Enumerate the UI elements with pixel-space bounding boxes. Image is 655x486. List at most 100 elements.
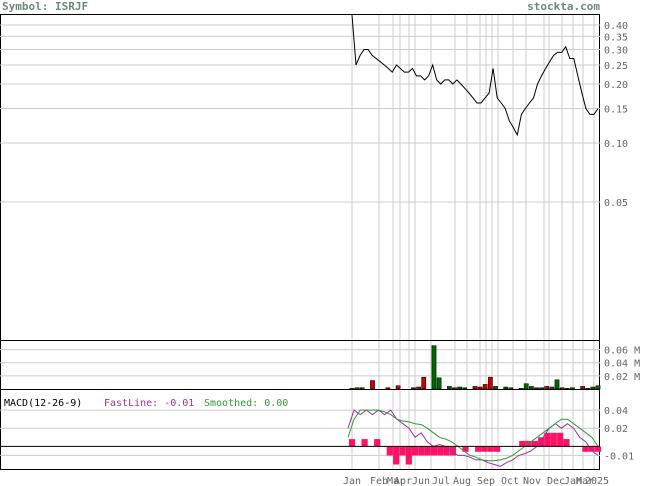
volume-bar (508, 387, 514, 390)
x-tick-label: Dec (547, 476, 565, 486)
macd-smoothed-label: Smoothed: 0.00 (204, 398, 288, 409)
volume-tick-label: 0.04 M (604, 359, 640, 370)
volume-tick-label: 0.02 M (604, 372, 640, 383)
volume-bar (554, 379, 560, 390)
macd-hist-bar (430, 446, 438, 456)
macd-hist-bar (437, 446, 444, 456)
macd-hist-bar (443, 446, 450, 456)
volume-bar (482, 384, 488, 390)
volume-bar (457, 386, 462, 390)
macd-hist-bar (412, 446, 419, 456)
volume-bar (580, 386, 585, 390)
volume-bar (549, 386, 555, 390)
price-panel: 0.400.35 0.30 0.25 0.20 0.15 0.10 0.05 (0, 14, 628, 341)
volume-gridlines (0, 341, 600, 389)
x-tick-label: Jan (564, 476, 582, 486)
volume-bar (370, 380, 375, 390)
macd-hist-bar (538, 437, 545, 447)
macd-title: MACD(12-26-9) (4, 398, 82, 409)
volume-bars (349, 345, 601, 390)
price-tick-label: 0.25 (604, 61, 628, 72)
volume-bar (544, 386, 550, 390)
macd-hist-bar (348, 439, 356, 447)
volume-bar (359, 387, 365, 390)
macd-tick-label: 0.02 (604, 424, 628, 435)
macd-hist-bar (475, 446, 482, 452)
volume-bar (539, 387, 544, 390)
x-tick-label: 2025 (585, 476, 609, 486)
macd-tick-label: 0.04 (604, 406, 628, 417)
macd-hist-bar (557, 432, 564, 447)
macd-gridlines (0, 390, 600, 469)
macd-hist-bar (531, 440, 538, 447)
price-tick-label: 0.40 (604, 21, 628, 32)
x-tick-label: Nov (523, 476, 541, 486)
volume-bar (595, 385, 601, 390)
macd-hist-bar (582, 446, 589, 452)
macd-hist-bar (405, 446, 412, 465)
price-tick-label: 0.20 (604, 80, 628, 91)
macd-hist-bar (449, 446, 456, 456)
volume-panel: 0.06 M 0.04 M 0.02 M (0, 340, 640, 390)
price-gridlines (0, 15, 600, 340)
volume-bar (503, 386, 509, 390)
macd-panel: 0.04 0.02 -0.01 MACD(12-26-9) FastLine: -0… (0, 389, 634, 470)
macd-hist-bar (418, 446, 425, 456)
macd-hist-bar (544, 432, 551, 447)
macd-hist-bar (494, 446, 501, 452)
macd-smoothed (347, 409, 599, 462)
volume-bar (462, 387, 468, 390)
price-tick-label: 0.10 (604, 139, 628, 150)
x-tick-label: Jun (412, 476, 430, 486)
volume-bar (488, 376, 493, 390)
volume-bar (354, 387, 360, 390)
macd-histogram (348, 432, 602, 465)
volume-bar (570, 387, 575, 390)
price-tick-label: 0.35 (604, 32, 628, 43)
macd-hist-bar (519, 440, 526, 447)
volume-bar (416, 386, 421, 390)
macd-hist-bar (588, 446, 595, 452)
x-tick-label: Feb (370, 476, 388, 486)
macd-hist-bar (487, 446, 494, 452)
macd-tick-label: -0.01 (604, 451, 634, 462)
volume-bar (447, 386, 452, 390)
x-tick-label: Jul (432, 476, 450, 486)
volume-bar (395, 385, 401, 390)
volume-bar (431, 345, 437, 390)
macd-hist-bar (361, 439, 368, 447)
macd-y-axis: 0.04 0.02 -0.01 (604, 406, 634, 462)
macd-fastline (347, 409, 599, 467)
price-y-axis: 0.400.35 0.30 0.25 0.20 0.15 0.10 0.05 (604, 21, 628, 209)
volume-bar (523, 383, 529, 390)
price-line (351, 14, 599, 137)
price-tick-label: 0.15 (604, 105, 628, 116)
x-tick-label: Apr (394, 476, 412, 486)
macd-fastline-label: FastLine: -0.01 (104, 398, 194, 409)
volume-bar (411, 387, 416, 390)
volume-bar (472, 386, 478, 390)
volume-bar (452, 387, 457, 390)
price-tick-label: 0.05 (604, 198, 628, 209)
macd-hist-bar (462, 446, 469, 452)
macd-hist-bar (393, 446, 400, 465)
macd-hist-bar (386, 446, 393, 456)
site-name: stockta.com (527, 0, 600, 13)
x-tick-label: Mar (576, 476, 594, 486)
volume-bar (477, 386, 483, 390)
macd-hist-bar (374, 439, 381, 447)
macd-hist-bar (594, 446, 602, 452)
volume-bar (590, 386, 596, 390)
x-tick-label: Aug (453, 476, 471, 486)
volume-bar (559, 387, 565, 390)
volume-bar (385, 387, 391, 390)
volume-y-axis: 0.06 M 0.04 M 0.02 M (604, 346, 640, 383)
x-tick-label: Sep (477, 476, 495, 486)
volume-tick-label: 0.06 M (604, 346, 640, 357)
macd-hist-bar (424, 446, 431, 456)
volume-bar (529, 386, 534, 390)
volume-bar (436, 377, 442, 390)
volume-bar (421, 376, 427, 390)
